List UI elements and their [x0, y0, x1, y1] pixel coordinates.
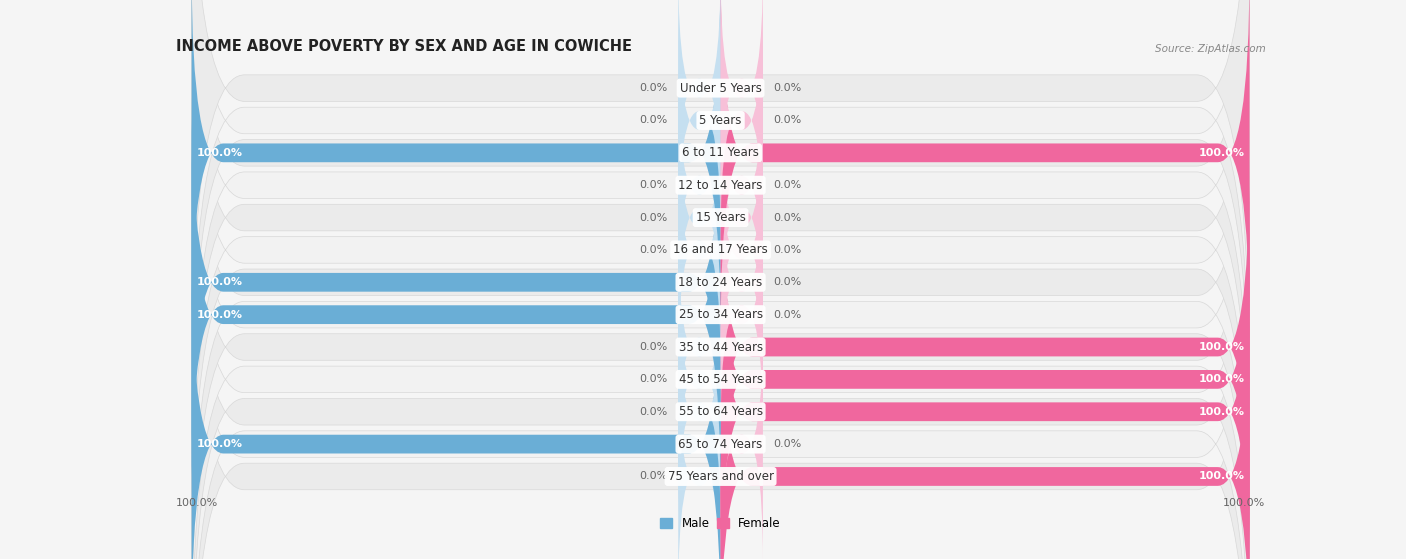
FancyBboxPatch shape — [191, 97, 720, 467]
Text: 0.0%: 0.0% — [640, 212, 668, 222]
FancyBboxPatch shape — [678, 357, 720, 559]
Text: 0.0%: 0.0% — [640, 407, 668, 417]
FancyBboxPatch shape — [191, 101, 1250, 559]
Text: Under 5 Years: Under 5 Years — [679, 82, 762, 94]
Text: 100.0%: 100.0% — [1223, 498, 1265, 508]
Text: 100.0%: 100.0% — [1198, 342, 1244, 352]
Text: 55 to 64 Years: 55 to 64 Years — [679, 405, 762, 418]
FancyBboxPatch shape — [191, 0, 720, 338]
Text: 25 to 34 Years: 25 to 34 Years — [679, 308, 762, 321]
Text: 0.0%: 0.0% — [773, 439, 801, 449]
Text: 0.0%: 0.0% — [640, 180, 668, 190]
Text: 100.0%: 100.0% — [197, 277, 243, 287]
FancyBboxPatch shape — [720, 195, 763, 435]
Text: 75 Years and over: 75 Years and over — [668, 470, 773, 483]
Text: 0.0%: 0.0% — [640, 375, 668, 385]
Text: 0.0%: 0.0% — [640, 116, 668, 125]
Text: 0.0%: 0.0% — [773, 212, 801, 222]
FancyBboxPatch shape — [678, 259, 720, 499]
FancyBboxPatch shape — [720, 97, 763, 338]
Text: 18 to 24 Years: 18 to 24 Years — [679, 276, 762, 289]
Text: 45 to 54 Years: 45 to 54 Years — [679, 373, 762, 386]
FancyBboxPatch shape — [191, 130, 720, 499]
FancyBboxPatch shape — [678, 227, 720, 467]
Text: 0.0%: 0.0% — [773, 245, 801, 255]
Legend: Male, Female: Male, Female — [655, 512, 786, 534]
FancyBboxPatch shape — [678, 97, 720, 338]
Text: 100.0%: 100.0% — [197, 439, 243, 449]
Text: 0.0%: 0.0% — [773, 310, 801, 320]
FancyBboxPatch shape — [191, 166, 1250, 559]
FancyBboxPatch shape — [191, 37, 1250, 559]
FancyBboxPatch shape — [720, 195, 1250, 559]
FancyBboxPatch shape — [678, 292, 720, 532]
FancyBboxPatch shape — [191, 0, 1250, 399]
FancyBboxPatch shape — [191, 0, 1250, 559]
FancyBboxPatch shape — [720, 65, 763, 305]
Text: 0.0%: 0.0% — [640, 342, 668, 352]
FancyBboxPatch shape — [720, 292, 1250, 559]
Text: 0.0%: 0.0% — [773, 116, 801, 125]
Text: 35 to 44 Years: 35 to 44 Years — [679, 340, 762, 353]
Text: INCOME ABOVE POVERTY BY SEX AND AGE IN COWICHE: INCOME ABOVE POVERTY BY SEX AND AGE IN C… — [176, 39, 631, 54]
FancyBboxPatch shape — [678, 130, 720, 370]
FancyBboxPatch shape — [191, 0, 1250, 496]
FancyBboxPatch shape — [191, 0, 1250, 463]
FancyBboxPatch shape — [720, 227, 1250, 559]
FancyBboxPatch shape — [191, 4, 1250, 559]
FancyBboxPatch shape — [720, 0, 763, 208]
FancyBboxPatch shape — [720, 130, 763, 370]
Text: 65 to 74 Years: 65 to 74 Years — [679, 438, 762, 451]
FancyBboxPatch shape — [191, 259, 720, 559]
Text: 0.0%: 0.0% — [640, 471, 668, 481]
Text: 100.0%: 100.0% — [1198, 148, 1244, 158]
Text: 0.0%: 0.0% — [773, 180, 801, 190]
Text: 100.0%: 100.0% — [176, 498, 218, 508]
Text: 15 Years: 15 Years — [696, 211, 745, 224]
FancyBboxPatch shape — [720, 162, 763, 402]
FancyBboxPatch shape — [191, 0, 1250, 528]
Text: 5 Years: 5 Years — [699, 114, 742, 127]
Text: 100.0%: 100.0% — [1198, 471, 1244, 481]
FancyBboxPatch shape — [720, 324, 763, 559]
FancyBboxPatch shape — [720, 162, 1250, 532]
Text: 100.0%: 100.0% — [1198, 407, 1244, 417]
Text: 0.0%: 0.0% — [640, 83, 668, 93]
Text: 12 to 14 Years: 12 to 14 Years — [678, 179, 763, 192]
Text: 100.0%: 100.0% — [197, 310, 243, 320]
FancyBboxPatch shape — [191, 69, 1250, 559]
FancyBboxPatch shape — [678, 65, 720, 305]
FancyBboxPatch shape — [191, 0, 1250, 559]
FancyBboxPatch shape — [678, 0, 720, 208]
FancyBboxPatch shape — [191, 134, 1250, 559]
FancyBboxPatch shape — [720, 1, 763, 240]
Text: 0.0%: 0.0% — [640, 245, 668, 255]
FancyBboxPatch shape — [191, 0, 1250, 431]
Text: 100.0%: 100.0% — [1198, 375, 1244, 385]
Text: Source: ZipAtlas.com: Source: ZipAtlas.com — [1154, 44, 1265, 54]
Text: 0.0%: 0.0% — [773, 83, 801, 93]
Text: 6 to 11 Years: 6 to 11 Years — [682, 146, 759, 159]
FancyBboxPatch shape — [720, 0, 1250, 338]
Text: 100.0%: 100.0% — [197, 148, 243, 158]
Text: 16 and 17 Years: 16 and 17 Years — [673, 243, 768, 257]
Text: 0.0%: 0.0% — [773, 277, 801, 287]
FancyBboxPatch shape — [678, 1, 720, 240]
